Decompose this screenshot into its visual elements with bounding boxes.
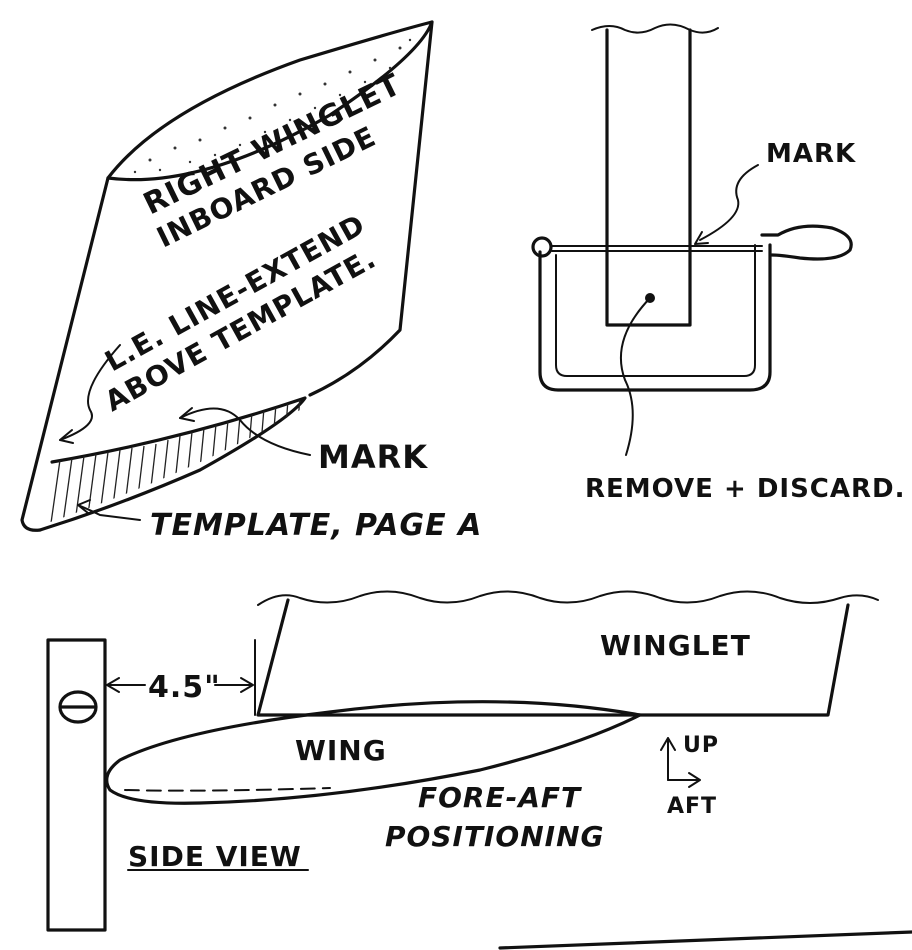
stipple-texture — [133, 38, 412, 174]
winglet-leading-edge — [20, 176, 110, 532]
template-arrowhead — [77, 499, 91, 514]
hacksaw-frame-outer — [538, 243, 772, 392]
dimension-arrow-left — [106, 677, 146, 693]
winglet-side-outline — [256, 598, 850, 717]
wing-inner-line — [124, 787, 331, 792]
up-arrow — [660, 737, 676, 781]
hacksaw-frame-inner — [555, 244, 756, 377]
fore-aft-line2: POSITIONING — [385, 820, 605, 853]
hacksaw-handle — [760, 224, 853, 261]
mark-left-arrowhead — [179, 407, 195, 422]
winglet-wavy-edge — [257, 590, 879, 606]
mark-right-label: MARK — [766, 139, 856, 169]
bottom-edge-line — [498, 930, 912, 950]
wing-airfoil — [105, 700, 642, 805]
side-view-label: SIDE VIEW — [128, 840, 302, 873]
mark-right-arrowhead — [694, 231, 709, 245]
winglet-wavy-top — [591, 23, 719, 34]
side-view-drawing — [46, 590, 912, 950]
post-window-icon — [58, 690, 98, 724]
vertical-post — [46, 638, 107, 932]
saw-cut-drawing — [531, 23, 853, 456]
dimension-label: 4.5" — [148, 670, 221, 705]
aft-label: AFT — [667, 794, 717, 819]
remove-discard-leader — [619, 297, 651, 456]
up-label: UP — [683, 733, 719, 758]
mark-left-label: MARK — [318, 438, 428, 476]
winglet-strip — [605, 28, 692, 327]
le-line-leader — [59, 344, 121, 441]
hacksaw-front-knob — [531, 236, 553, 258]
winglet-trailing-edge — [308, 20, 434, 397]
hacksaw-blade — [551, 245, 763, 252]
winglet-side-label: WINGLET — [600, 629, 751, 662]
mark-right-leader — [699, 164, 759, 241]
aft-arrow — [667, 772, 701, 788]
remove-discard-label: REMOVE + DISCARD. — [585, 474, 906, 504]
fore-aft-line1: FORE-AFT — [418, 781, 582, 814]
wing-label: WING — [295, 734, 387, 767]
template-area-outline — [38, 396, 307, 532]
template-label: TEMPLATE, PAGE A — [150, 508, 482, 543]
dimension-arrow-right — [214, 677, 254, 693]
le-line-arrowhead — [59, 429, 74, 444]
mark-left-leader — [179, 407, 311, 456]
